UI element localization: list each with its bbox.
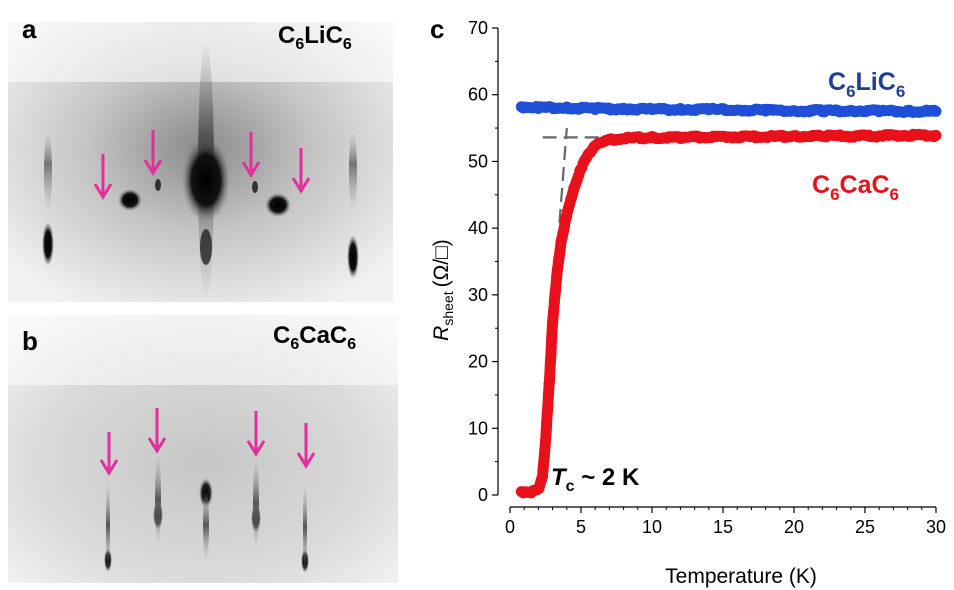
series-lic bbox=[515, 100, 942, 118]
x-axis-label: Temperature (K) bbox=[665, 565, 817, 588]
y-tick-label: 20 bbox=[468, 352, 488, 372]
panel-letter-b: b bbox=[22, 326, 38, 356]
tc-annotation: Tc ~ 2 K bbox=[551, 464, 640, 495]
x-tick-label: 30 bbox=[926, 517, 946, 537]
panel-a-label: C6LiC6 bbox=[278, 22, 352, 53]
x-tick-label: 15 bbox=[713, 517, 733, 537]
series-layer bbox=[515, 100, 942, 499]
diffraction-image-a bbox=[8, 22, 393, 302]
data-point bbox=[930, 129, 942, 141]
diffraction-image-b bbox=[8, 315, 398, 583]
arrow-markers-b bbox=[99, 408, 316, 476]
series-cac bbox=[515, 128, 942, 499]
data-point bbox=[930, 105, 942, 117]
x-tick-label: 5 bbox=[576, 517, 586, 537]
x-tick-label: 25 bbox=[855, 517, 875, 537]
arrow-markers-a bbox=[93, 130, 311, 200]
series-label-cac: C6CaC6 bbox=[812, 171, 899, 204]
y-tick-label: 10 bbox=[468, 418, 488, 438]
y-tick-label: 0 bbox=[478, 485, 488, 505]
y-tick-label: 60 bbox=[468, 85, 488, 105]
y-tick-label: 70 bbox=[468, 18, 488, 38]
y-axis-label: Rsheet(Ω/□) bbox=[430, 239, 456, 341]
panel-letter-c: c bbox=[430, 14, 445, 44]
y-tick-label: 40 bbox=[468, 218, 488, 238]
y-tick-label: 30 bbox=[468, 285, 488, 305]
y-tick-label: 50 bbox=[468, 151, 488, 171]
axes: 0 10 20 30 40 50 60 70 0 5 10 15 20 25 30 bbox=[468, 18, 946, 537]
panel-letter-a: a bbox=[22, 14, 37, 44]
panel-b-label: C6CaC6 bbox=[273, 322, 357, 353]
x-tick-label: 20 bbox=[784, 517, 804, 537]
resistance-chart: 0 10 20 30 40 50 60 70 0 5 10 15 20 25 30 Temperature … bbox=[430, 18, 946, 588]
series-label-lic: C6LiC6 bbox=[828, 68, 905, 101]
x-tick-label: 0 bbox=[505, 517, 515, 537]
x-tick-label: 10 bbox=[642, 517, 662, 537]
guide-line bbox=[537, 127, 568, 496]
